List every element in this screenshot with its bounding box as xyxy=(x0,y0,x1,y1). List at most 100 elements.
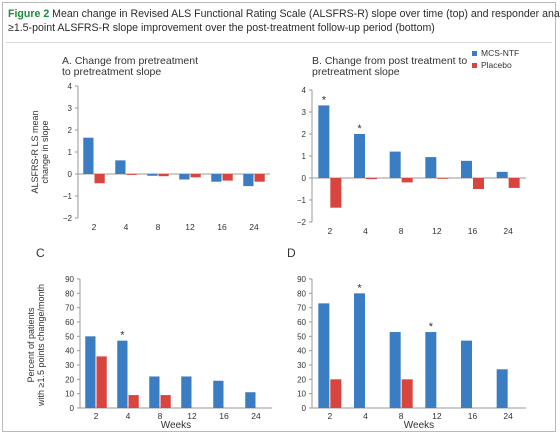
caption-line-1: Figure 2 Mean change in Revised ALS Func… xyxy=(8,8,560,22)
y-tick-label: 60 xyxy=(65,318,74,327)
y-tick-label: 4 xyxy=(302,86,307,95)
bar-mcs-ntf xyxy=(318,303,330,408)
y-tick-label: 80 xyxy=(297,289,306,298)
y-axis-title-line: Percent of patients xyxy=(26,307,36,383)
panel-title: D xyxy=(287,246,296,260)
x-tick-label: 16 xyxy=(468,411,478,421)
x-tick-label: 16 xyxy=(217,222,227,232)
x-tick-label: 2 xyxy=(327,226,332,236)
y-tick-label: 3 xyxy=(302,108,307,117)
bar-mcs-ntf xyxy=(83,137,94,174)
bar-placebo xyxy=(366,178,377,180)
bar-mcs-ntf xyxy=(389,151,401,178)
bar-mcs-ntf xyxy=(245,392,256,408)
y-tick-label: −1 xyxy=(63,192,73,201)
significance-asterisk: * xyxy=(357,282,362,294)
x-tick-label: 24 xyxy=(503,226,513,236)
y-tick-label: 30 xyxy=(65,361,74,370)
bar-placebo xyxy=(401,379,413,408)
x-tick-label: 8 xyxy=(156,222,161,232)
x-tick-label: 24 xyxy=(249,222,259,232)
chart-panel-b: B. Change from post treatment topretreat… xyxy=(297,48,526,236)
x-tick-label: 24 xyxy=(503,411,513,421)
x-tick-label: 8 xyxy=(399,226,404,236)
x-tick-label: 4 xyxy=(124,222,129,232)
y-tick-label: 30 xyxy=(297,361,306,370)
bar-mcs-ntf xyxy=(213,380,224,408)
bar-mcs-ntf xyxy=(461,340,472,408)
bar-mcs-ntf xyxy=(85,336,96,408)
bar-mcs-ntf xyxy=(117,340,128,408)
y-tick-label: 70 xyxy=(297,304,306,313)
y-axis-title-line: change in slope xyxy=(40,120,50,183)
y-tick-label: 0 xyxy=(302,404,307,413)
bar-mcs-ntf xyxy=(354,134,365,178)
bar-placebo xyxy=(254,174,265,182)
x-tick-label: 2 xyxy=(92,222,97,232)
y-axis-title: Percent of patients with ≥1.5 points chan… xyxy=(26,284,46,407)
y-tick-label: 90 xyxy=(65,275,74,284)
y-tick-label: −2 xyxy=(297,218,307,227)
y-tick-label: 70 xyxy=(65,304,74,313)
bar-mcs-ntf xyxy=(496,171,508,178)
caption-line-2: ≥1.5-point ALSFRS-R slope improvement ov… xyxy=(8,21,435,34)
significance-asterisk: * xyxy=(357,123,362,135)
y-tick-label: 90 xyxy=(297,275,306,284)
y-tick-label: 80 xyxy=(65,289,74,298)
bar-placebo xyxy=(330,178,342,208)
legend-label: Placebo xyxy=(481,60,512,70)
significance-asterisk: * xyxy=(429,321,434,333)
bar-mcs-ntf xyxy=(179,174,190,180)
bar-mcs-ntf xyxy=(115,160,126,174)
bar-placebo xyxy=(126,174,137,175)
panel-title: A. Change from pretreatment xyxy=(62,55,198,67)
panel-title: B. Change from post treatment to xyxy=(312,55,467,67)
y-tick-label: 1 xyxy=(302,152,307,161)
x-axis-title: Weeks xyxy=(161,420,191,431)
y-tick-label: 10 xyxy=(65,390,74,399)
y-axis-title: ALSFRS-R LS mean change in slope xyxy=(30,110,50,193)
y-tick-label: 40 xyxy=(297,347,306,356)
x-tick-label: 12 xyxy=(185,222,195,232)
x-tick-label: 24 xyxy=(251,411,261,421)
x-tick-label: 2 xyxy=(94,411,99,421)
y-tick-label: 50 xyxy=(297,332,306,341)
x-tick-label: 16 xyxy=(468,226,478,236)
caption-text-1: Mean change in Revised ALS Functional Ra… xyxy=(52,8,560,20)
y-tick-label: 2 xyxy=(302,130,307,139)
bar-placebo xyxy=(473,178,484,189)
bar-placebo xyxy=(96,356,107,408)
y-tick-label: −2 xyxy=(63,214,73,223)
x-tick-label: 12 xyxy=(432,226,442,236)
y-tick-label: 1 xyxy=(68,148,73,157)
x-tick-label: 12 xyxy=(432,411,442,421)
y-tick-label: 4 xyxy=(68,82,73,91)
x-tick-label: 4 xyxy=(363,226,368,236)
bar-mcs-ntf xyxy=(181,376,192,408)
y-tick-label: 40 xyxy=(65,347,74,356)
x-axis-title: Weeks xyxy=(404,420,434,431)
caption-divider xyxy=(6,42,552,43)
y-tick-label: 20 xyxy=(65,375,74,384)
y-tick-label: −1 xyxy=(297,196,307,205)
bar-mcs-ntf xyxy=(389,332,401,408)
y-tick-label: 0 xyxy=(70,404,75,413)
bar-mcs-ntf xyxy=(425,157,437,178)
y-tick-label: 20 xyxy=(297,375,306,384)
y-tick-label: 2 xyxy=(68,126,73,135)
bar-placebo xyxy=(508,178,520,188)
bar-placebo xyxy=(437,178,449,179)
x-tick-label: 8 xyxy=(399,411,404,421)
significance-asterisk: * xyxy=(120,330,125,342)
x-tick-label: 4 xyxy=(126,411,131,421)
y-tick-label: 0 xyxy=(68,170,73,179)
y-tick-label: 3 xyxy=(68,104,73,113)
y-tick-label: 0 xyxy=(302,174,307,183)
x-tick-label: 2 xyxy=(327,411,332,421)
x-tick-label: 8 xyxy=(158,411,163,421)
bar-mcs-ntf xyxy=(354,293,365,408)
x-tick-label: 16 xyxy=(219,411,229,421)
